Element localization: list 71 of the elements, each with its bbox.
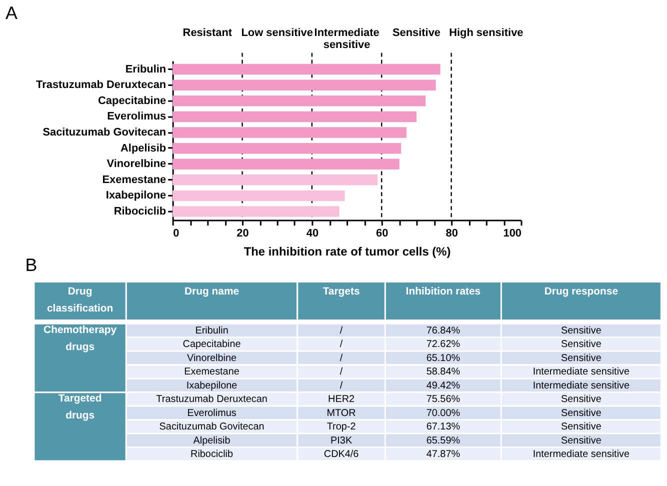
y-tick-label: Alpelisib — [120, 142, 166, 154]
text: High sensitive — [449, 26, 524, 39]
y-tick-label: Everolimus — [107, 110, 166, 123]
text: Trastuzumab Deruxtecan — [156, 394, 268, 406]
text: Ribociclib — [190, 449, 234, 460]
text: Sensitive — [561, 394, 602, 406]
text: A — [6, 2, 18, 23]
text: 65.10% — [426, 352, 460, 364]
x-tick-label: 80 — [446, 227, 458, 240]
text: / — [340, 339, 343, 350]
text: Targets — [322, 286, 360, 298]
text: Ixabepilone — [186, 380, 238, 392]
text: / — [340, 352, 343, 364]
y-tick-label: Ribociclib — [114, 206, 166, 218]
text: Chemotherapy drugs — [44, 325, 117, 353]
text: Low sensitive — [241, 26, 313, 39]
x-tick-label: 0 — [173, 227, 180, 240]
y-tick-label: Trastuzumab Deruxtecan — [36, 79, 166, 92]
text: 72.62% — [426, 339, 460, 350]
y-tick-label: Ixabepilone — [106, 190, 166, 202]
text: Drug response — [544, 286, 618, 298]
text: Sensitive — [561, 326, 602, 337]
text: Drug classification — [47, 286, 114, 314]
text: Resistant — [182, 26, 232, 39]
text: HER2 — [328, 394, 356, 406]
text: Everolimus — [187, 408, 236, 419]
text: CDK4/6 — [324, 449, 360, 460]
text: 58.84% — [426, 366, 460, 378]
text: 76.84% — [426, 326, 460, 337]
text: Alpelisib — [193, 435, 231, 446]
text: MTOR — [326, 408, 356, 419]
text: Drug name — [184, 286, 240, 298]
text: Inhibition rates — [406, 286, 481, 298]
text: B — [25, 255, 38, 276]
x-tick-label: 100 — [503, 227, 522, 240]
text: / — [340, 366, 343, 378]
text: PI3K — [330, 435, 352, 446]
x-tick-label: 20 — [236, 227, 249, 240]
text: Intermediate sensitive — [532, 380, 630, 392]
text: Sensitive — [392, 26, 440, 39]
text: Sensitive — [561, 435, 602, 446]
y-tick-label: Eribulin — [125, 63, 166, 76]
text: Sensitive — [561, 422, 602, 433]
text: Targeted drugs — [58, 394, 102, 422]
text: Intermediate sensitive — [314, 26, 380, 51]
text: 70.00% — [426, 408, 460, 419]
text: Trop-2 — [326, 422, 356, 433]
text: Capecitabine — [182, 339, 242, 350]
text: 67.13% — [426, 422, 460, 433]
y-tick-label: Sacituzumab Govitecan — [42, 126, 166, 139]
x-axis-title: The inhibition rate of tumor cells (%) — [244, 244, 451, 258]
x-tick-label: 40 — [306, 227, 319, 240]
y-tick-label: Capecitabine — [98, 94, 166, 107]
y-tick-label: Exemestane — [102, 174, 166, 186]
text: Sensitive — [561, 408, 602, 419]
text: 65.59% — [426, 435, 460, 446]
text: Eribulin — [195, 326, 228, 337]
text: 49.42% — [426, 380, 460, 392]
y-tick-label: Vinorelbine — [106, 158, 166, 170]
text: / — [340, 326, 343, 337]
text: Sacituzumab Govitecan — [159, 422, 264, 433]
x-tick-label: 60 — [376, 227, 388, 240]
text: Sensitive — [561, 339, 602, 350]
text: Exemestane — [184, 366, 240, 378]
text: 47.87% — [426, 449, 460, 460]
text: Intermediate sensitive — [532, 449, 630, 460]
text: Sensitive — [561, 352, 602, 364]
text: Vinorelbine — [187, 352, 238, 364]
text: 75.56% — [426, 394, 460, 406]
text: / — [340, 380, 343, 392]
text: Intermediate sensitive — [532, 366, 630, 378]
